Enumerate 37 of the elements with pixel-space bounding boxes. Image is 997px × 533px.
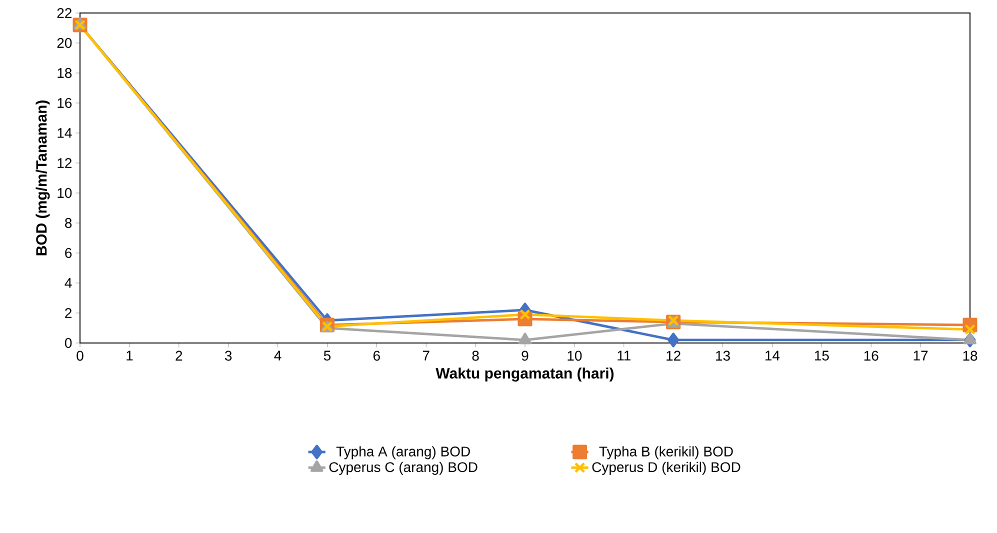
x-tick-label: 4 [274,350,282,360]
x-tick-label: 18 [963,350,978,361]
y-axis-title: BOD (mg/m/Tanaman) [36,100,50,256]
x-tick-label: 1 [126,350,133,360]
x-tick-label: 8 [472,350,479,361]
x-tick-label: 6 [373,350,380,361]
x-tick-label: 17 [914,350,928,360]
x-tick-label: 2 [176,350,182,361]
y-tick-label: 10 [58,188,72,198]
y-tick-label: 2 [65,308,72,318]
x-axis-title: Waktu pengamatan (hari) [436,368,614,382]
y-tick-label: 20 [57,38,72,48]
y-tick-label: 6 [65,248,72,258]
x-tick-label: 3 [224,350,232,361]
x-tick-label: 7 [422,350,430,360]
y-tick-label: 16 [58,98,72,108]
legend-label: Typha A (arang) BOD [336,446,470,460]
y-tick-label: 12 [58,158,72,168]
y-tick-label: 14 [58,128,72,138]
x-tick-label: 11 [618,350,630,360]
y-tick-label: 22 [57,8,72,18]
x-tick-label: 13 [716,350,730,361]
legend-label: Cyperus D (kerikil) BOD [592,462,740,475]
x-tick-label: 5 [324,350,331,361]
y-tick-label: 8 [65,218,72,228]
x-tick-label: 14 [766,350,780,360]
y-tick-label: 0 [64,338,72,348]
y-tick-label: 18 [58,68,72,78]
x-tick-label: 12 [666,350,680,361]
legend-label: Typha B (kerikil) BOD [599,446,733,460]
x-tick-label: 9 [522,350,528,361]
x-tick-label: 0 [76,350,84,361]
x-tick-label: 16 [864,350,878,361]
x-tick-label: 15 [814,350,829,361]
x-tick-label: 10 [568,350,582,361]
legend-label: Cyperus C (arang) BOD [329,462,478,475]
y-tick-label: 4 [64,278,72,288]
